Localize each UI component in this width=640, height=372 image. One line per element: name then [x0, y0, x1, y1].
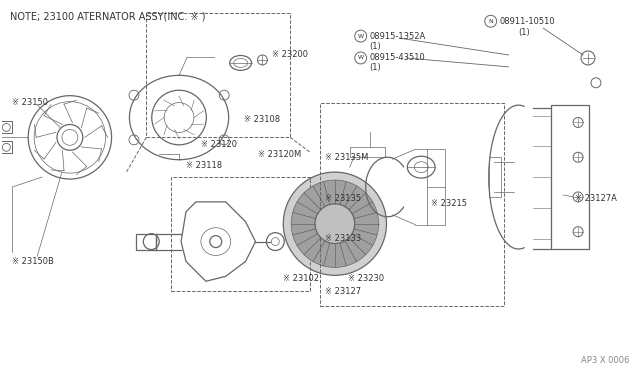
- Text: ※ 23118: ※ 23118: [186, 161, 222, 170]
- Text: NOTE; 23100 ATERNATOR ASSY(INC. ※ ): NOTE; 23100 ATERNATOR ASSY(INC. ※ ): [10, 11, 206, 21]
- Bar: [350, 147, 385, 157]
- Text: (1): (1): [518, 28, 531, 37]
- Text: AP3 X 0006: AP3 X 0006: [581, 356, 630, 365]
- Circle shape: [291, 180, 378, 267]
- Bar: [489, 157, 500, 197]
- Bar: [1, 141, 12, 153]
- Text: 08915-43510: 08915-43510: [370, 54, 426, 62]
- Circle shape: [315, 204, 355, 244]
- Text: (1): (1): [370, 63, 381, 73]
- Bar: [320, 103, 504, 306]
- Text: ※ 23120M: ※ 23120M: [259, 150, 301, 159]
- Text: ※ 23120: ※ 23120: [201, 140, 237, 149]
- Bar: [427, 149, 445, 225]
- Text: W: W: [358, 33, 364, 39]
- Text: 08915-1352A: 08915-1352A: [370, 32, 426, 41]
- Text: ※ 23150B: ※ 23150B: [12, 257, 54, 266]
- Bar: [171, 177, 310, 291]
- Circle shape: [284, 172, 387, 275]
- Bar: [1, 122, 12, 134]
- Text: ※ 23133: ※ 23133: [325, 234, 361, 243]
- Text: ※ 23230: ※ 23230: [348, 274, 384, 283]
- Text: ※ 23127: ※ 23127: [325, 287, 361, 296]
- Bar: [147, 13, 290, 137]
- Bar: [551, 105, 589, 248]
- Text: (1): (1): [370, 42, 381, 51]
- Text: ※ 23135: ※ 23135: [325, 195, 361, 203]
- Bar: [136, 234, 156, 250]
- Text: ※ 23200: ※ 23200: [273, 51, 308, 60]
- Text: W: W: [358, 55, 364, 61]
- Text: ※ 23102: ※ 23102: [284, 274, 319, 283]
- Text: ※ 23215: ※ 23215: [431, 199, 467, 208]
- Text: ※ 23150: ※ 23150: [12, 98, 48, 107]
- Text: 08911-10510: 08911-10510: [500, 17, 556, 26]
- Text: ※ 23127A: ※ 23127A: [575, 195, 617, 203]
- Text: ※ 23108: ※ 23108: [244, 115, 280, 124]
- Text: N: N: [488, 19, 493, 24]
- Text: ※ 23135M: ※ 23135M: [325, 153, 369, 162]
